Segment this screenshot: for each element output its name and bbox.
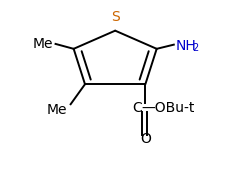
Text: S: S — [110, 10, 119, 24]
Text: 2: 2 — [191, 43, 197, 53]
Text: NH: NH — [175, 39, 196, 53]
Text: —OBu-t: —OBu-t — [141, 101, 194, 115]
Text: O: O — [139, 132, 150, 146]
Text: Me: Me — [47, 103, 67, 117]
Text: C: C — [131, 101, 141, 115]
Text: Me: Me — [33, 37, 53, 51]
